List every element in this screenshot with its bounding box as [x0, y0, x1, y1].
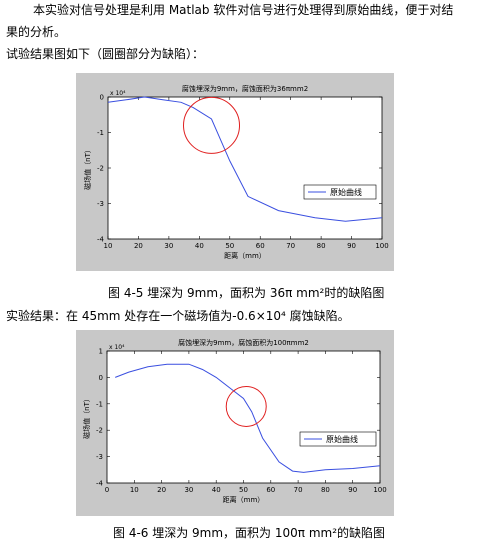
intro-line-1: 本实验对信号处理是利用 Matlab 软件对信号进行处理得到原始曲线，便于对结 — [33, 3, 454, 17]
y-tick-label: -2 — [97, 165, 104, 173]
x-tick-label: 90 — [347, 242, 356, 250]
caption-2: 图 4-6 埋深为 9mm，面积为 100π mm²的缺陷图 — [113, 526, 386, 540]
figure-2: 腐蚀埋深为9mm，腐蚀面积为100πmm2 x 10⁴ 0 10 20 30 40 50 60 7… — [76, 330, 394, 516]
results-intro: 试验结果图如下（圆圈部分为缺陷）： — [6, 47, 205, 61]
x-tick-label: 90 — [348, 486, 357, 494]
x-tick-label: 60 — [256, 242, 265, 250]
y-tick-label: -3 — [96, 453, 103, 461]
x-tick-label: 60 — [266, 486, 275, 494]
x-axis-label: 距离（mm） — [224, 251, 266, 260]
x-tick-label: 100 — [373, 486, 386, 494]
y-tick-label: -2 — [96, 427, 103, 435]
x-tick-label: 50 — [225, 242, 234, 250]
x-tick-label: 20 — [134, 242, 143, 250]
legend-label: 原始曲线 — [330, 187, 362, 197]
chart-title: 腐蚀埋深为9mm，腐蚀面积为36πmm2 — [182, 84, 308, 93]
x-tick-label: 10 — [104, 242, 113, 250]
x-tick-label: 100 — [375, 242, 388, 250]
chart-1: 腐蚀埋深为9mm，腐蚀面积为36πmm2 x 10⁴ 10 20 30 40 50 60 70 8… — [83, 84, 389, 260]
plot-area — [107, 96, 383, 240]
chart-title: 腐蚀埋深为9mm，腐蚀面积为100πmm2 — [178, 338, 309, 347]
x-tick-label: 80 — [317, 242, 326, 250]
x-tick-label: 0 — [105, 486, 109, 494]
y-tick-label: -4 — [97, 236, 105, 244]
plot-area — [106, 350, 381, 484]
legend-box — [299, 431, 377, 447]
y-axis-label: 磁场值（nT） — [83, 146, 92, 190]
figure-1: 腐蚀埋深为9mm，腐蚀面积为36πmm2 x 10⁴ 10 20 30 40 50 60 70 8… — [76, 73, 394, 271]
intro-line-2: 果的分析。 — [6, 25, 67, 39]
x-tick-label: 30 — [184, 486, 193, 494]
defect-circle — [183, 96, 241, 154]
y-tick-label: -1 — [97, 129, 104, 137]
y-tick-label: -1 — [96, 400, 103, 408]
y-tick-label: 0 — [99, 374, 103, 382]
result-text: 实验结果：在 45mm 处存在一个磁场值为-0.6×10⁴ 腐蚀缺陷。 — [6, 309, 350, 323]
defect-circle — [225, 385, 267, 427]
data-line-original — [107, 96, 383, 222]
y-tick-label: 1 — [99, 348, 103, 356]
x-axis-label: 距离（mm） — [223, 495, 265, 504]
x-tick-label: 40 — [212, 486, 221, 494]
x-tick-label: 80 — [321, 486, 330, 494]
y-tick-label: -4 — [96, 480, 104, 488]
legend-box — [303, 184, 377, 200]
exponent-label: x 10⁴ — [110, 90, 126, 97]
x-tick-label: 70 — [286, 242, 295, 250]
x-tick-label: 40 — [195, 242, 204, 250]
x-tick-label: 30 — [164, 242, 173, 250]
y-tick-label: -3 — [97, 200, 104, 208]
data-line-original — [115, 363, 381, 473]
x-tick-label: 70 — [294, 486, 303, 494]
exponent-label: x 10⁴ — [109, 344, 125, 351]
x-tick-label: 50 — [239, 486, 248, 494]
caption-1: 图 4-5 埋深为 9mm，面积为 36π mm²时的缺陷图 — [108, 286, 385, 300]
y-tick-label: 0 — [100, 94, 104, 102]
y-axis-label: 磁场值（nT） — [82, 395, 91, 439]
x-tick-label: 10 — [130, 486, 139, 494]
x-tick-label: 20 — [157, 486, 166, 494]
legend-label: 原始曲线 — [326, 434, 358, 444]
